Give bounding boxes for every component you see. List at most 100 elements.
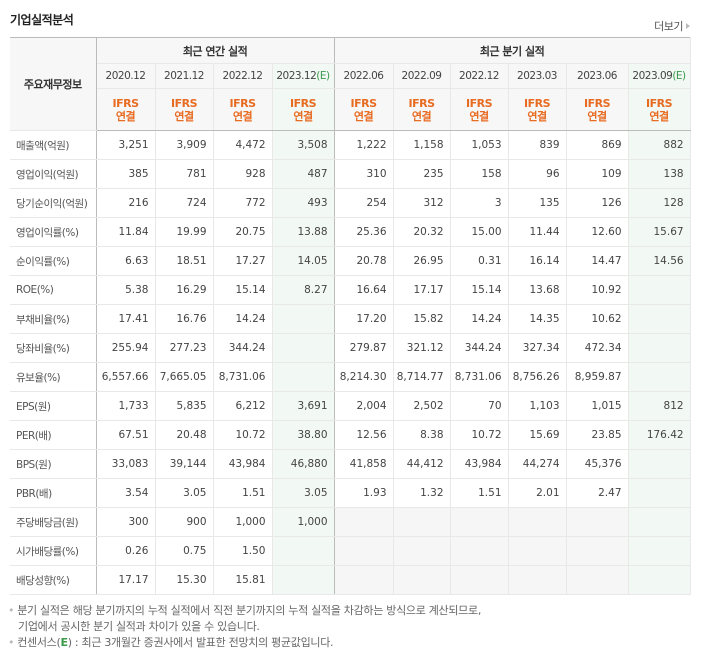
table-cell: 38.80 — [272, 420, 335, 450]
row-label: 당기순이익(억원) — [10, 188, 97, 218]
table-cell: 1,053 — [450, 130, 509, 160]
table-cell: 45,376 — [566, 449, 629, 479]
period-header: 2023.12(E) — [272, 63, 335, 89]
table-cell: 1,103 — [508, 391, 567, 421]
table-cell: 5,835 — [155, 391, 214, 421]
table-cell: 96 — [508, 159, 567, 189]
row-label: 당좌비율(%) — [10, 333, 97, 363]
table-cell: 1,222 — [334, 130, 394, 160]
table-cell: 6,557.66 — [96, 362, 156, 392]
table-cell: 8,731.06 — [450, 362, 509, 392]
ifrs-label: IFRS — [466, 96, 493, 110]
table-cell: 33,083 — [96, 449, 156, 479]
financial-summary-table: 주요재무정보 최근 연간 실적 최근 분기 실적 2020.12 2021.12 2… — [10, 37, 691, 595]
table-cell: 900 — [155, 507, 214, 537]
table-cell: 6.63 — [96, 246, 156, 276]
period-label: 2022.09 — [401, 70, 442, 82]
table-cell — [566, 536, 629, 566]
table-cell: 344.24 — [213, 333, 273, 363]
table-cell: 14.05 — [272, 246, 335, 276]
table-cell: 1.32 — [393, 478, 451, 508]
table-cell: 0.75 — [155, 536, 214, 566]
table-cell: 2,502 — [393, 391, 451, 421]
consolidated-label: 연결 — [293, 109, 313, 123]
table-cell — [450, 565, 509, 595]
table-cell: 327.34 — [508, 333, 567, 363]
table-cell — [272, 333, 335, 363]
table-cell: 20.75 — [213, 217, 273, 247]
table-cell: 16.29 — [155, 275, 214, 305]
table-cell: 1,000 — [213, 507, 273, 537]
table-cell: 15.81 — [213, 565, 273, 595]
table-cell: 20.32 — [393, 217, 451, 247]
consolidated-label: 연결 — [232, 109, 253, 123]
table-cell: 1.51 — [213, 478, 273, 508]
table-cell: 3.05 — [155, 478, 214, 508]
period-label: 2023.12 — [276, 70, 317, 82]
consolidated-label: 연결 — [649, 109, 669, 123]
table-cell: 216 — [96, 188, 156, 218]
table-cell: 385 — [96, 159, 156, 189]
ifrs-label: IFRS — [350, 96, 378, 110]
table-cell: 126 — [566, 188, 629, 218]
table-cell: 1.50 — [213, 536, 273, 566]
table-cell: 15.82 — [393, 304, 451, 334]
period-header: 2022.12 — [213, 63, 273, 89]
table-cell: 14.35 — [508, 304, 567, 334]
consolidated-label: 연결 — [587, 109, 607, 123]
table-cell: 6,212 — [213, 391, 273, 421]
table-cell — [272, 362, 335, 392]
period-header: 2023.03 — [508, 63, 567, 89]
ifrs-label: IFRS — [290, 96, 317, 110]
table-cell — [628, 565, 691, 595]
consolidated-label: 연결 — [411, 109, 432, 123]
table-row: 영업이익률(%) 11.84 19.99 20.75 13.88 25.36 20.32 15… — [10, 217, 691, 247]
table-cell: 3 — [450, 188, 509, 218]
table-cell: 23.85 — [566, 420, 629, 450]
table-cell: 2,004 — [334, 391, 394, 421]
ifrs-label: IFRS — [171, 96, 198, 110]
table-cell: 882 — [628, 130, 691, 160]
table-cell: 277.23 — [155, 333, 214, 363]
table-cell: 46,880 — [272, 449, 335, 479]
table-cell: 1,000 — [272, 507, 335, 537]
table-cell: 10.72 — [450, 420, 509, 450]
table-cell: 20.78 — [334, 246, 394, 276]
table-cell: 15.14 — [450, 275, 509, 305]
accounting-basis-header: IFRS 연결 — [334, 88, 394, 131]
table-cell — [393, 565, 451, 595]
row-label: 순이익률(%) — [10, 246, 97, 276]
table-row: 순이익률(%) 6.63 18.51 17.27 14.05 20.78 26.95 0.31… — [10, 246, 691, 276]
table-cell — [334, 536, 394, 566]
table-cell: 8.27 — [272, 275, 335, 305]
table-cell: 10.72 — [213, 420, 273, 450]
table-cell: 1.51 — [450, 478, 509, 508]
more-link[interactable]: 더보기 — [654, 18, 690, 34]
table-cell: 312 — [393, 188, 451, 218]
table-row: 영업이익(억원) 385 781 928 487 310 235 158 96 109 138 — [10, 159, 691, 189]
table-cell: 13.68 — [508, 275, 567, 305]
more-label[interactable]: 더보기 — [654, 20, 683, 33]
table-cell: 14.47 — [566, 246, 629, 276]
table-cell: 16.14 — [508, 246, 567, 276]
table-cell — [628, 478, 691, 508]
table-cell — [628, 275, 691, 305]
table-cell: 20.48 — [155, 420, 214, 450]
table-row: 당기순이익(억원) 216 724 772 493 254 312 3 135 126 128 — [10, 188, 691, 218]
accounting-basis-header: IFRS 연결 — [155, 88, 214, 131]
table-cell — [566, 507, 629, 537]
row-label: ROE(%) — [10, 275, 97, 305]
table-cell: 18.51 — [155, 246, 214, 276]
table-cell: 310 — [334, 159, 394, 189]
row-label: 영업이익률(%) — [10, 217, 97, 247]
period-header: 2021.12 — [155, 63, 214, 89]
row-label: BPS(원) — [10, 449, 97, 479]
table-cell: 472.34 — [566, 333, 629, 363]
table-cell: 17.27 — [213, 246, 273, 276]
table-cell — [393, 507, 451, 537]
table-cell: 300 — [96, 507, 156, 537]
table-cell: 3,251 — [96, 130, 156, 160]
table-row: 매출액(억원) 3,251 3,909 4,472 3,508 1,222 1,158 1,0… — [10, 130, 691, 160]
footnote-quarterly-cont: 기업에서 공시한 분기 실적과 차이가 있을 수 있습니다. — [18, 620, 260, 633]
table-cell: 13.88 — [272, 217, 335, 247]
